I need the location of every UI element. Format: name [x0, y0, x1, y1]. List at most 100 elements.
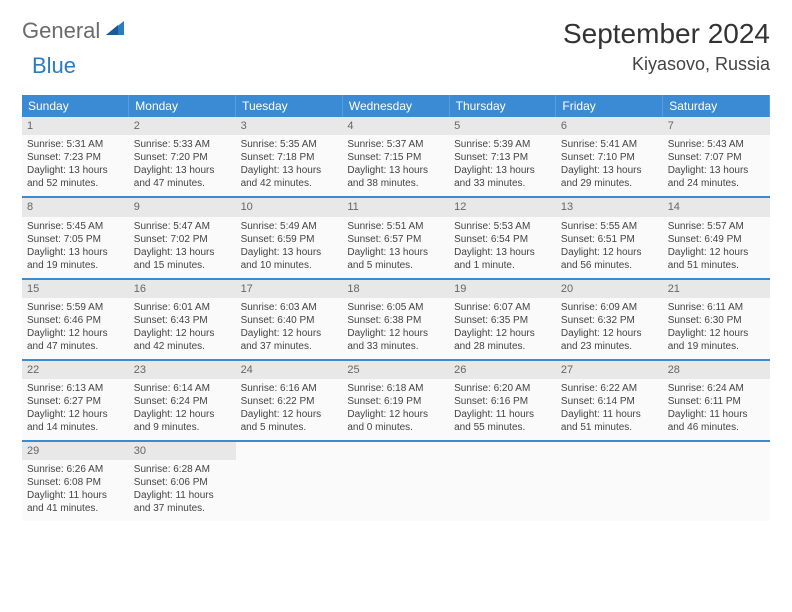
sunset-line: Sunset: 6:35 PM	[454, 314, 551, 327]
calendar-week-row: 8Sunrise: 5:45 AMSunset: 7:05 PMDaylight…	[22, 197, 770, 278]
sunset-line: Sunset: 7:20 PM	[134, 151, 231, 164]
day-number: 12	[449, 198, 556, 216]
daylight-line: Daylight: 11 hours and 41 minutes.	[27, 489, 124, 515]
day-cell: 29Sunrise: 6:26 AMSunset: 6:08 PMDayligh…	[22, 441, 129, 521]
sunrise-line: Sunrise: 5:37 AM	[347, 138, 444, 151]
daylight-line: Daylight: 12 hours and 28 minutes.	[454, 327, 551, 353]
daylight-line: Daylight: 12 hours and 51 minutes.	[668, 246, 765, 272]
sunset-line: Sunset: 7:13 PM	[454, 151, 551, 164]
day-number: 29	[22, 442, 129, 460]
empty-cell	[449, 441, 556, 521]
day-number: 13	[556, 198, 663, 216]
sunset-line: Sunset: 6:51 PM	[561, 233, 658, 246]
weekday-header: Saturday	[663, 95, 770, 117]
day-cell: 11Sunrise: 5:51 AMSunset: 6:57 PMDayligh…	[342, 197, 449, 278]
day-cell: 10Sunrise: 5:49 AMSunset: 6:59 PMDayligh…	[236, 197, 343, 278]
sunrise-line: Sunrise: 6:18 AM	[347, 382, 444, 395]
sunrise-line: Sunrise: 5:45 AM	[27, 220, 124, 233]
empty-cell	[236, 441, 343, 521]
daylight-line: Daylight: 12 hours and 5 minutes.	[241, 408, 338, 434]
day-number: 25	[342, 361, 449, 379]
day-number: 22	[22, 361, 129, 379]
daylight-line: Daylight: 11 hours and 37 minutes.	[134, 489, 231, 515]
day-cell: 14Sunrise: 5:57 AMSunset: 6:49 PMDayligh…	[663, 197, 770, 278]
day-number: 20	[556, 280, 663, 298]
sunrise-line: Sunrise: 6:01 AM	[134, 301, 231, 314]
sunrise-line: Sunrise: 5:35 AM	[241, 138, 338, 151]
calendar-table: SundayMondayTuesdayWednesdayThursdayFrid…	[22, 95, 770, 521]
day-number: 4	[342, 117, 449, 135]
day-cell: 20Sunrise: 6:09 AMSunset: 6:32 PMDayligh…	[556, 279, 663, 360]
sunrise-line: Sunrise: 6:03 AM	[241, 301, 338, 314]
day-cell: 21Sunrise: 6:11 AMSunset: 6:30 PMDayligh…	[663, 279, 770, 360]
sunrise-line: Sunrise: 6:28 AM	[134, 463, 231, 476]
day-number: 24	[236, 361, 343, 379]
sunset-line: Sunset: 7:15 PM	[347, 151, 444, 164]
sunrise-line: Sunrise: 5:51 AM	[347, 220, 444, 233]
month-title: September 2024	[563, 18, 770, 50]
sunrise-line: Sunrise: 6:11 AM	[668, 301, 765, 314]
logo-text-general: General	[22, 18, 100, 44]
sunset-line: Sunset: 6:57 PM	[347, 233, 444, 246]
sunset-line: Sunset: 6:27 PM	[27, 395, 124, 408]
day-number: 10	[236, 198, 343, 216]
day-cell: 8Sunrise: 5:45 AMSunset: 7:05 PMDaylight…	[22, 197, 129, 278]
day-number: 3	[236, 117, 343, 135]
sunset-line: Sunset: 6:40 PM	[241, 314, 338, 327]
day-number: 17	[236, 280, 343, 298]
daylight-line: Daylight: 13 hours and 42 minutes.	[241, 164, 338, 190]
daylight-line: Daylight: 13 hours and 52 minutes.	[27, 164, 124, 190]
daylight-line: Daylight: 13 hours and 1 minute.	[454, 246, 551, 272]
sunset-line: Sunset: 6:19 PM	[347, 395, 444, 408]
daylight-line: Daylight: 11 hours and 51 minutes.	[561, 408, 658, 434]
day-number: 18	[342, 280, 449, 298]
day-cell: 15Sunrise: 5:59 AMSunset: 6:46 PMDayligh…	[22, 279, 129, 360]
sunrise-line: Sunrise: 6:07 AM	[454, 301, 551, 314]
day-number: 8	[22, 198, 129, 216]
sunset-line: Sunset: 6:30 PM	[668, 314, 765, 327]
daylight-line: Daylight: 13 hours and 15 minutes.	[134, 246, 231, 272]
daylight-line: Daylight: 11 hours and 46 minutes.	[668, 408, 765, 434]
sunrise-line: Sunrise: 6:14 AM	[134, 382, 231, 395]
weekday-header: Wednesday	[342, 95, 449, 117]
day-cell: 30Sunrise: 6:28 AMSunset: 6:06 PMDayligh…	[129, 441, 236, 521]
weekday-header: Sunday	[22, 95, 129, 117]
day-number: 9	[129, 198, 236, 216]
daylight-line: Daylight: 12 hours and 14 minutes.	[27, 408, 124, 434]
day-cell: 16Sunrise: 6:01 AMSunset: 6:43 PMDayligh…	[129, 279, 236, 360]
sunrise-line: Sunrise: 6:20 AM	[454, 382, 551, 395]
sunset-line: Sunset: 6:46 PM	[27, 314, 124, 327]
sunrise-line: Sunrise: 5:39 AM	[454, 138, 551, 151]
weekday-header-row: SundayMondayTuesdayWednesdayThursdayFrid…	[22, 95, 770, 117]
day-cell: 12Sunrise: 5:53 AMSunset: 6:54 PMDayligh…	[449, 197, 556, 278]
sunrise-line: Sunrise: 5:59 AM	[27, 301, 124, 314]
sunset-line: Sunset: 7:18 PM	[241, 151, 338, 164]
day-cell: 9Sunrise: 5:47 AMSunset: 7:02 PMDaylight…	[129, 197, 236, 278]
day-cell: 22 Sunrise: 6:13 AMSunset: 6:27 PMDayligh…	[22, 360, 129, 441]
day-number: 5	[449, 117, 556, 135]
day-number: 30	[129, 442, 236, 460]
sunset-line: Sunset: 6:11 PM	[668, 395, 765, 408]
sunrise-line: Sunrise: 6:26 AM	[27, 463, 124, 476]
day-cell: 28Sunrise: 6:24 AMSunset: 6:11 PMDayligh…	[663, 360, 770, 441]
day-number: 2	[129, 117, 236, 135]
sunrise-line: Sunrise: 5:43 AM	[668, 138, 765, 151]
day-cell: 17Sunrise: 6:03 AMSunset: 6:40 PMDayligh…	[236, 279, 343, 360]
day-cell: 1Sunrise: 5:31 AMSunset: 7:23 PMDaylight…	[22, 117, 129, 197]
weekday-header: Tuesday	[236, 95, 343, 117]
day-number: 1	[22, 117, 129, 135]
daylight-line: Daylight: 13 hours and 33 minutes.	[454, 164, 551, 190]
sunset-line: Sunset: 6:16 PM	[454, 395, 551, 408]
daylight-line: Daylight: 13 hours and 5 minutes.	[347, 246, 444, 272]
sunrise-line: Sunrise: 6:16 AM	[241, 382, 338, 395]
day-cell: 6Sunrise: 5:41 AMSunset: 7:10 PMDaylight…	[556, 117, 663, 197]
calendar-body: 1Sunrise: 5:31 AMSunset: 7:23 PMDaylight…	[22, 117, 770, 521]
logo-text-blue: Blue	[32, 53, 780, 79]
sunrise-line: Sunrise: 6:22 AM	[561, 382, 658, 395]
sunset-line: Sunset: 7:07 PM	[668, 151, 765, 164]
empty-cell	[556, 441, 663, 521]
sunrise-line: Sunrise: 5:53 AM	[454, 220, 551, 233]
sunrise-line: Sunrise: 6:13 AM	[27, 382, 124, 395]
day-cell: 24Sunrise: 6:16 AMSunset: 6:22 PMDayligh…	[236, 360, 343, 441]
sunset-line: Sunset: 6:38 PM	[347, 314, 444, 327]
